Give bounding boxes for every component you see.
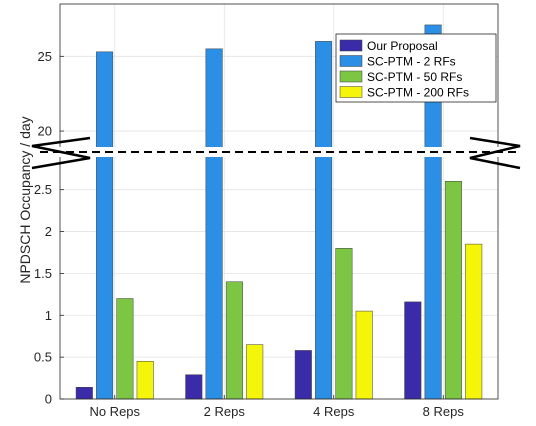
legend-entry: Our Proposal: [367, 39, 438, 53]
y-tick-label: 0: [45, 392, 52, 407]
bar: [315, 41, 333, 400]
bar: [246, 344, 264, 400]
y-axis-ticks: 0 0.5 1 1.5 2 2.5 20 25: [34, 49, 64, 407]
bar: [294, 350, 312, 400]
y-axis-label: NPDSCH Occupancy / day: [17, 116, 33, 283]
bars: [75, 24, 483, 400]
bar: [185, 374, 203, 400]
y-tick-label: 2.5: [34, 182, 52, 197]
plot-frame: [59, 3, 499, 400]
y-tick-label: 25: [38, 49, 52, 64]
bar: [205, 48, 223, 400]
bar: [404, 301, 422, 400]
bar: [355, 310, 373, 400]
x-tick-label: 2 Reps: [204, 404, 246, 419]
x-tick-label: No Reps: [89, 404, 140, 419]
legend-swatch: [339, 70, 363, 83]
break-zigzag-right: [469, 136, 521, 170]
break-zigzag-left: [31, 136, 91, 170]
y-tick-label: 0.5: [34, 350, 52, 365]
bar: [444, 181, 462, 400]
legend-entry: SC-PTM - 50 RFs: [367, 70, 462, 84]
bar: [75, 387, 93, 400]
bar: [96, 51, 114, 400]
x-tick-label: 4 Reps: [313, 404, 355, 419]
y-tick-label: 1.5: [34, 266, 52, 281]
bar: [465, 243, 483, 400]
bar: [225, 281, 243, 400]
legend-swatch: [339, 39, 363, 52]
bar: [116, 298, 134, 400]
bar: [335, 248, 353, 400]
legend-entry: SC-PTM - 2 RFs: [367, 55, 456, 69]
legend-entry: SC-PTM - 200 RFs: [367, 86, 469, 100]
y-tick-label: 1: [45, 308, 52, 323]
legend-swatch: [339, 55, 363, 67]
y-tick-label: 2: [45, 224, 52, 239]
x-axis-ticks: No Reps 2 Reps 4 Reps 8 Reps: [89, 395, 464, 419]
legend-box: [335, 33, 497, 103]
legend-swatch: [339, 86, 363, 98]
y-tick-label: 20: [38, 124, 52, 139]
x-tick-label: 8 Reps: [423, 404, 465, 419]
axis-break-marker: [26, 136, 534, 170]
bar: [136, 361, 154, 400]
